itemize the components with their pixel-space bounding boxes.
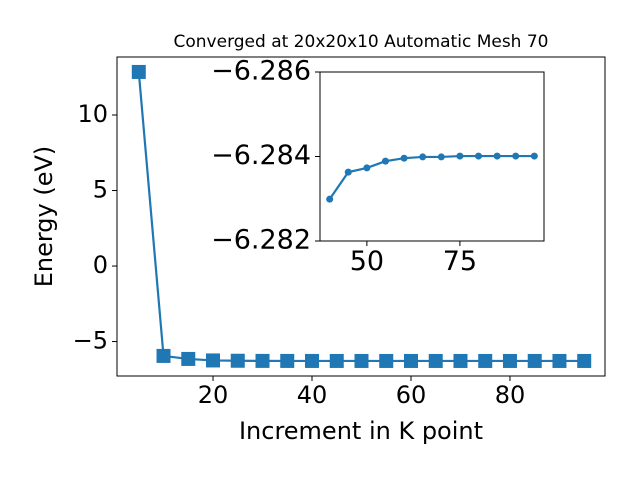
marker (354, 353, 369, 368)
marker (475, 152, 483, 160)
marker (363, 164, 371, 172)
marker (206, 353, 221, 368)
marker (326, 195, 334, 203)
marker (255, 353, 270, 368)
marker (478, 353, 493, 368)
marker (552, 353, 567, 368)
marker (381, 157, 389, 165)
marker (456, 152, 464, 160)
marker (419, 153, 427, 161)
marker (400, 154, 408, 162)
marker (280, 353, 295, 368)
marker (156, 348, 171, 363)
y-axis-label: Energy (eV) (30, 146, 58, 288)
marker (403, 353, 418, 368)
y-tick-label: −6.286 (211, 56, 311, 87)
x-tick-label: 40 (297, 381, 328, 409)
y-tick-label: 0 (93, 251, 108, 279)
marker (428, 353, 443, 368)
x-tick-label: 60 (396, 381, 427, 409)
x-tick-label: 80 (495, 381, 526, 409)
marker (453, 353, 468, 368)
marker (512, 152, 520, 160)
x-tick-label: 50 (350, 246, 384, 277)
x-tick-label: 75 (443, 246, 477, 277)
y-tick-label: 5 (93, 176, 108, 204)
marker (379, 353, 394, 368)
chart-title: Converged at 20x20x10 Automatic Mesh 70 (174, 32, 549, 52)
marker (493, 152, 501, 160)
x-axis-label: Increment in K point (239, 417, 483, 445)
marker (530, 152, 538, 160)
marker (577, 353, 592, 368)
marker (305, 353, 320, 368)
x-tick-label: 20 (198, 381, 229, 409)
y-tick-label: −6.282 (211, 225, 311, 256)
marker (502, 353, 517, 368)
y-tick-label: −6.284 (211, 140, 311, 171)
marker (131, 64, 146, 79)
y-tick-label: −5 (73, 327, 108, 355)
marker (527, 353, 542, 368)
marker (437, 153, 445, 161)
marker (181, 351, 196, 366)
marker (230, 353, 245, 368)
y-tick-label: 10 (77, 100, 108, 128)
marker (344, 168, 352, 176)
marker (329, 353, 344, 368)
